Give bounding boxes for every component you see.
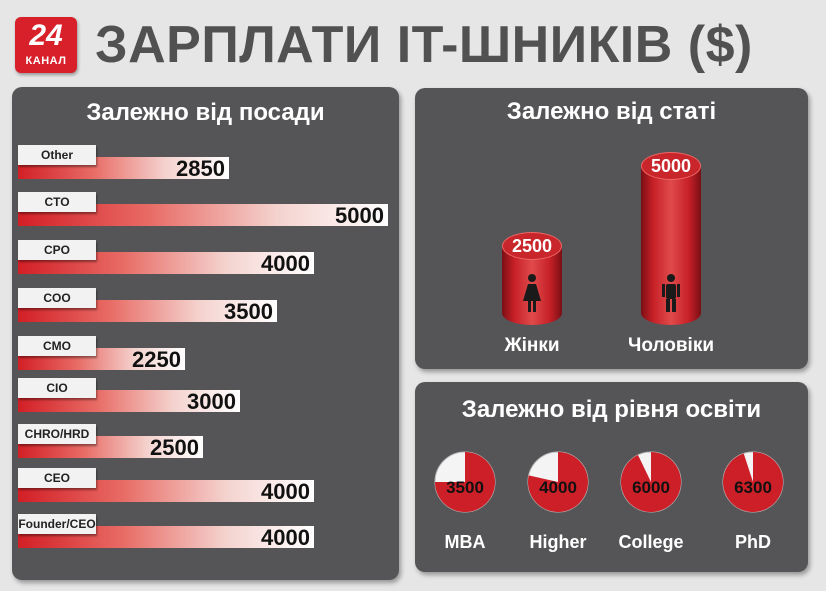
pie-slice [723,452,784,512]
pie-value-label: 4000 [539,478,577,497]
pie-svg [527,451,589,513]
pie-slice [435,452,495,512]
bar-category-label: CIO [18,378,96,398]
gender-category-label: Чоловіки [627,335,715,356]
pie: 6300 PhD [721,450,785,552]
bar-row: 3000 CIO [18,378,398,418]
bar-value-label: 3500 [224,299,273,324]
bar-category-label: CTO [18,192,96,212]
education-panel-title: Залежно від рівня освіти [461,396,762,423]
gender-panel: Залежно від статі 2500 Жінки 5000 Чоловіки [415,88,808,369]
pie-value-label: 6300 [734,478,772,497]
gender-bar: 2500 [502,232,562,325]
bar-category-label: CHRO/HRD [18,424,96,444]
cylinder-value-label: 2500 [502,232,562,260]
bar-value-label: 2500 [150,435,199,460]
page-title: ЗАРПЛАТИ IT-ШНИКІВ ($) [95,16,753,74]
pie: 3500 MBA [433,450,497,552]
gender-bar: 5000 [641,152,701,325]
pie-slice [620,452,681,512]
male-icon [662,274,680,312]
pie: 6000 College [618,450,684,552]
pie-category-label: College [618,532,684,552]
pie-svg [722,451,784,513]
bar-category-label: CEO [18,468,96,488]
education-panel: Залежно від рівня освіти 3500 MBA 4000 High… [415,382,808,572]
bar-row: 4000 Founder/CEO [18,514,398,554]
pie-slice [527,452,588,512]
bar-row: 5000 CTO [18,192,398,232]
bar-value-label: 5000 [335,203,384,228]
male-icon [661,273,681,318]
bar-mark: 5000 [18,203,388,228]
pie: 4000 Higher [526,450,590,552]
cylinder-value-label: 5000 [641,152,701,180]
bar-category-label: CMO [18,336,96,356]
pie-category-label: PhD [735,532,771,552]
bar-category-label: COO [18,288,96,308]
bar-row: 2250 CMO [18,336,398,376]
pie-category-label: MBA [444,532,486,552]
logo-subtitle: КАНАЛ [25,55,67,67]
bar-value-label: 2850 [176,156,225,181]
bar-row: 2850 Other [18,145,398,185]
bar-value-label: 2250 [132,347,181,372]
bar-value-label: 4000 [261,479,310,504]
female-icon [522,273,542,318]
logo-number: 24 [29,19,63,52]
pie-value-label: 6000 [632,478,670,497]
position-panel-title: Залежно від посади [86,99,325,126]
gender-category-label: Жінки [504,335,560,356]
bar-row: 4000 CEO [18,468,398,508]
bar-value-label: 4000 [261,251,310,276]
position-panel: Залежно від посади 2850 Other 5000 CTO 4000 C… [12,87,399,580]
female-icon [523,274,541,312]
bar-category-label: CPO [18,240,96,260]
channel-logo: 24 КАНАЛ [15,17,77,73]
pie-svg [620,451,682,513]
pie-value-label: 3500 [446,478,484,497]
gender-panel-title: Залежно від статі [506,98,717,125]
bar-category-label: Founder/CEO [18,514,96,534]
bar-value-label: 4000 [261,525,310,550]
bar-value-label: 3000 [187,389,236,414]
bar-row: 2500 CHRO/HRD [18,424,398,464]
bar-category-label: Other [18,145,96,165]
bar-row: 3500 COO [18,288,398,328]
pie-svg [434,451,496,513]
bar-row: 4000 CPO [18,240,398,280]
pie-category-label: Higher [529,532,587,552]
